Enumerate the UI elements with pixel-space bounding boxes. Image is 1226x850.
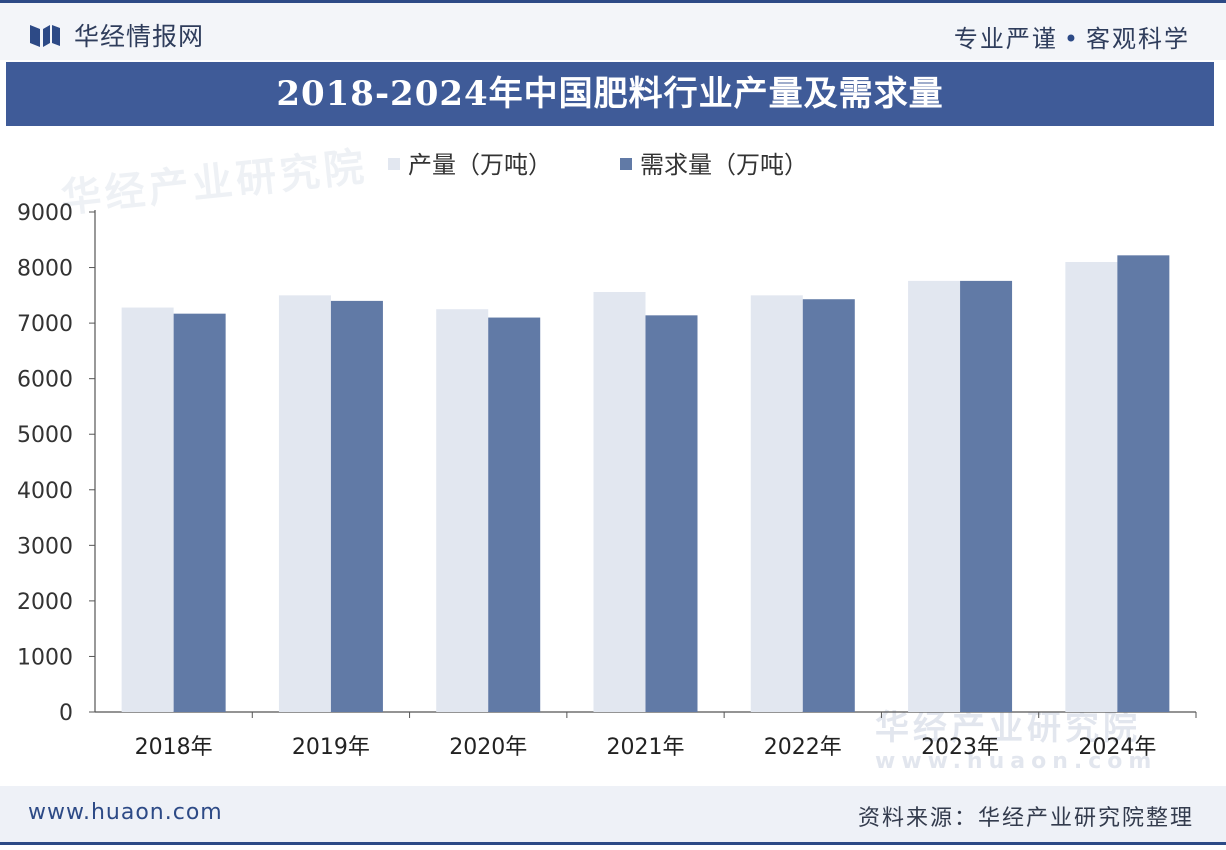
chart-title: 2018-2024年中国肥料行业产量及需求量 xyxy=(6,62,1214,126)
legend-swatch-1 xyxy=(388,158,400,170)
y-tick-label: 6000 xyxy=(17,368,73,393)
bar-demand-2019年 xyxy=(330,300,383,712)
bar-production-2018年 xyxy=(121,307,174,712)
bar-demand-2021年 xyxy=(645,315,698,712)
x-tick-label: 2021年 xyxy=(607,735,685,760)
bar-production-2019年 xyxy=(278,295,331,712)
bar-demand-2024年 xyxy=(1117,255,1170,712)
y-tick-label: 3000 xyxy=(17,534,73,559)
footer-site[interactable]: www.huaon.com xyxy=(28,800,223,825)
brand-name: 华经情报网 xyxy=(74,22,205,51)
x-tick-label: 2023年 xyxy=(921,735,999,760)
bar-production-2020年 xyxy=(436,309,489,712)
slogan-right: 客观科学 xyxy=(1086,25,1190,53)
x-tick-label: 2019年 xyxy=(292,735,370,760)
legend-swatch-2 xyxy=(620,158,632,170)
bar-production-2024年 xyxy=(1065,262,1118,712)
footer-source: 资料来源：华经产业研究院整理 xyxy=(857,806,1194,831)
bar-production-2022年 xyxy=(750,295,803,712)
bar-demand-2018年 xyxy=(173,313,226,712)
bar-demand-2020年 xyxy=(488,317,541,712)
x-tick-label: 2022年 xyxy=(764,735,842,760)
bottom-rule xyxy=(0,842,1226,845)
x-tick-label: 2020年 xyxy=(449,735,527,760)
y-tick-label: 4000 xyxy=(17,479,73,504)
huajing-logo-icon xyxy=(30,25,60,47)
legend-label-1: 产量（万吨） xyxy=(408,151,552,179)
x-tick-label: 2024年 xyxy=(1078,735,1156,760)
bar-production-2021年 xyxy=(593,292,646,712)
x-tick-label: 2018年 xyxy=(135,735,213,760)
header-bar: 华经情报网 专业严谨 • 客观科学 xyxy=(0,0,1226,60)
y-tick-label: 0 xyxy=(59,701,73,726)
slogan: 专业严谨 • 客观科学 xyxy=(954,19,1190,54)
bar-demand-2023年 xyxy=(960,280,1013,712)
y-tick-label: 7000 xyxy=(17,312,73,337)
y-tick-label: 1000 xyxy=(17,645,73,670)
slogan-dot: • xyxy=(1063,25,1080,53)
y-tick-label: 9000 xyxy=(17,201,73,226)
y-tick-label: 2000 xyxy=(17,590,73,615)
y-tick-label: 5000 xyxy=(17,423,73,448)
bar-demand-2022年 xyxy=(802,299,855,712)
slogan-left: 专业严谨 xyxy=(953,25,1058,53)
y-tick-label: 8000 xyxy=(17,257,73,282)
bar-production-2023年 xyxy=(908,280,961,712)
legend-label-2: 需求量（万吨） xyxy=(640,151,808,179)
footer-bar: www.huaon.com 资料来源：华经产业研究院整理 xyxy=(0,786,1226,842)
chart-area: 产量（万吨） 需求量（万吨） 0 1000 2000 3000 4000 5000 6000 70… xyxy=(17,151,1197,760)
